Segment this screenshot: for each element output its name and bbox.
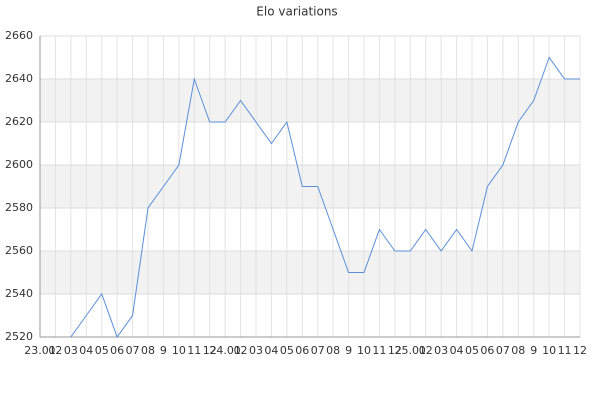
x-tick-label: 05: [95, 344, 109, 357]
x-tick-label: 03: [434, 344, 448, 357]
x-tick-label: 08: [326, 344, 340, 357]
x-tick-label: 9: [160, 344, 167, 357]
x-tick-label: 04: [264, 344, 278, 357]
x-tick-label: 10: [542, 344, 556, 357]
x-tick-label: 06: [295, 344, 309, 357]
x-tick-label: 02: [419, 344, 433, 357]
y-tick-label: 2660: [5, 29, 33, 42]
x-tick-label: 12: [388, 344, 402, 357]
grid-band: [40, 79, 580, 122]
x-tick-label: 23.01: [24, 344, 56, 357]
x-tick-label: 11: [187, 344, 201, 357]
y-tick-label: 2540: [5, 287, 33, 300]
x-tick-label: 07: [311, 344, 325, 357]
line: [70, 56, 580, 339]
y-tick-label: 2640: [5, 72, 33, 85]
x-tick-label: 12: [573, 344, 587, 357]
x-tick-label: 11: [558, 344, 572, 357]
x-tick-label: 04: [79, 344, 93, 357]
x-tick-label: 07: [496, 344, 510, 357]
x-tick-label: 03: [249, 344, 263, 357]
x-tick-label: 24.01: [209, 344, 241, 357]
x-tick-label: 08: [141, 344, 155, 357]
x-tick-label: 02: [48, 344, 62, 357]
x-tick-label: 06: [480, 344, 494, 357]
x-tick-label: 05: [465, 344, 479, 357]
y-tick-label: 2560: [5, 244, 33, 257]
x-tick-label: 06: [110, 344, 124, 357]
x-tick-label: 9: [345, 344, 352, 357]
x-tick-label: 05: [280, 344, 294, 357]
chart-title: Elo variations: [256, 5, 337, 19]
x-tick-label: 02: [234, 344, 248, 357]
x-tick-label: 25.01: [395, 344, 427, 357]
x-tick-label: 12: [203, 344, 217, 357]
y-tick-label: 2600: [5, 158, 33, 171]
x-tick-label: 04: [450, 344, 464, 357]
y-tick-label: 2620: [5, 115, 33, 128]
x-tick-label: 07: [126, 344, 140, 357]
y-tick-label: 2520: [5, 330, 33, 343]
grid-band: [40, 251, 580, 294]
x-tick-label: 10: [172, 344, 186, 357]
x-tick-label: 03: [64, 344, 78, 357]
x-tick-label: 10: [357, 344, 371, 357]
x-tick-label: 11: [372, 344, 386, 357]
x-tick-label: 9: [530, 344, 537, 357]
y-tick-label: 2580: [5, 201, 33, 214]
x-tick-label: 08: [511, 344, 525, 357]
